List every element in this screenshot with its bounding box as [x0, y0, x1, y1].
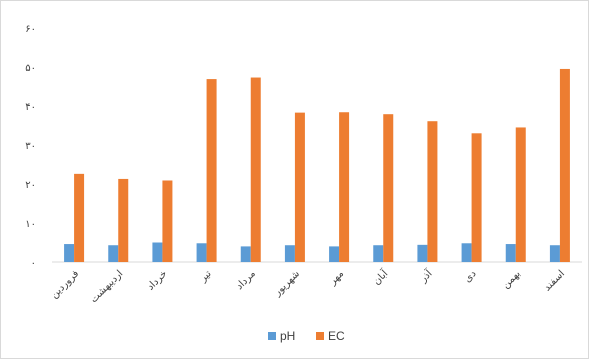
- bar-ph-8: [417, 244, 428, 262]
- bar-ph-7: [373, 245, 384, 262]
- y-tick-label: ۴۰: [25, 102, 36, 113]
- bar-ec-0: [74, 173, 85, 262]
- bar-ph-6: [329, 246, 340, 262]
- y-tick-label: ۲۰: [25, 180, 36, 191]
- y-axis-ticks: ۰ ۱۰ ۲۰ ۳۰ ۴۰ ۵۰ ۶۰: [25, 24, 36, 269]
- bar-ph-5: [284, 245, 295, 262]
- bar-ec-5: [294, 112, 305, 262]
- bar-ec-3: [206, 79, 217, 262]
- bar-ec-9: [471, 133, 482, 262]
- legend-label-ph: pH: [280, 329, 295, 343]
- x-category-label: آذر: [416, 266, 435, 285]
- x-category-label: اردیبهشت: [88, 268, 125, 305]
- legend: pH EC: [268, 329, 345, 343]
- bar-ec-1: [118, 178, 129, 262]
- bar-ec-7: [383, 114, 394, 262]
- legend-label-ec: EC: [328, 329, 345, 343]
- bar-ph-11: [549, 245, 560, 262]
- y-tick-label: ۱۰: [25, 219, 36, 230]
- bar-ec-6: [339, 112, 350, 263]
- legend-swatch-ec: [316, 332, 324, 340]
- x-category-label: مرداد: [234, 268, 258, 292]
- x-category-label: شهریور: [271, 268, 302, 299]
- legend-swatch-ph: [268, 332, 276, 340]
- x-category-label: فروردین: [49, 268, 82, 301]
- bar-ph-4: [240, 246, 251, 262]
- bar-ph-0: [64, 244, 75, 262]
- x-category-label: اسفند: [542, 268, 567, 293]
- x-category-label: بهمن: [500, 268, 522, 290]
- x-category-label: خرداد: [145, 268, 169, 292]
- bar-ec-8: [427, 121, 438, 263]
- bar-ec-11: [559, 68, 570, 262]
- bar-ph-2: [152, 242, 163, 262]
- x-category-label: دی: [462, 268, 478, 284]
- bar-ec-10: [515, 127, 526, 262]
- y-tick-label: ۶۰: [25, 24, 36, 35]
- bar-ec-4: [250, 77, 261, 262]
- bar-ec-2: [162, 180, 173, 262]
- bars: [64, 68, 570, 263]
- bar-ph-10: [505, 244, 516, 262]
- y-tick-label: ۵۰: [25, 63, 36, 74]
- x-category-label: تیر: [197, 268, 214, 285]
- x-axis-labels: فروردین اردیبهشت خرداد تیر مرداد شهریور مهر آبا…: [49, 266, 567, 305]
- x-category-label: مهر: [327, 268, 346, 287]
- bar-ph-9: [461, 243, 472, 262]
- y-tick-label: ۰: [31, 258, 36, 269]
- bar-ph-3: [196, 243, 207, 262]
- x-category-label: آبان: [370, 266, 391, 287]
- bar-ph-1: [108, 245, 119, 262]
- y-tick-label: ۳۰: [25, 141, 36, 152]
